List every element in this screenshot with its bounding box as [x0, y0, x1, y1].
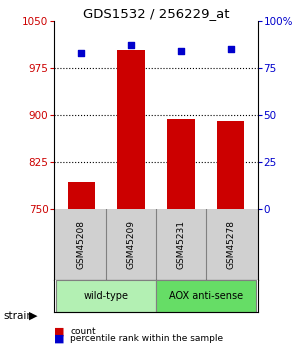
Point — [79, 50, 84, 56]
Text: wild-type: wild-type — [84, 291, 129, 301]
Bar — [117, 50, 145, 209]
Bar — [167, 119, 195, 209]
Bar — [217, 121, 244, 209]
Text: strain: strain — [3, 311, 33, 321]
Text: AOX anti-sense: AOX anti-sense — [169, 291, 243, 301]
Point — [178, 48, 183, 54]
Text: ■: ■ — [54, 327, 64, 337]
Text: GSM45208: GSM45208 — [77, 220, 86, 269]
Text: ■: ■ — [54, 334, 64, 344]
Bar — [156, 279, 256, 312]
Text: GSM45278: GSM45278 — [226, 220, 235, 269]
Point — [228, 46, 233, 52]
Text: count: count — [70, 327, 96, 336]
Bar — [68, 183, 95, 209]
Text: GSM45209: GSM45209 — [127, 220, 136, 269]
Point — [129, 42, 134, 48]
Text: GSM45231: GSM45231 — [176, 220, 185, 269]
Text: ▶: ▶ — [28, 311, 37, 321]
Bar — [56, 279, 156, 312]
Title: GDS1532 / 256229_at: GDS1532 / 256229_at — [83, 7, 229, 20]
Text: percentile rank within the sample: percentile rank within the sample — [70, 334, 224, 343]
